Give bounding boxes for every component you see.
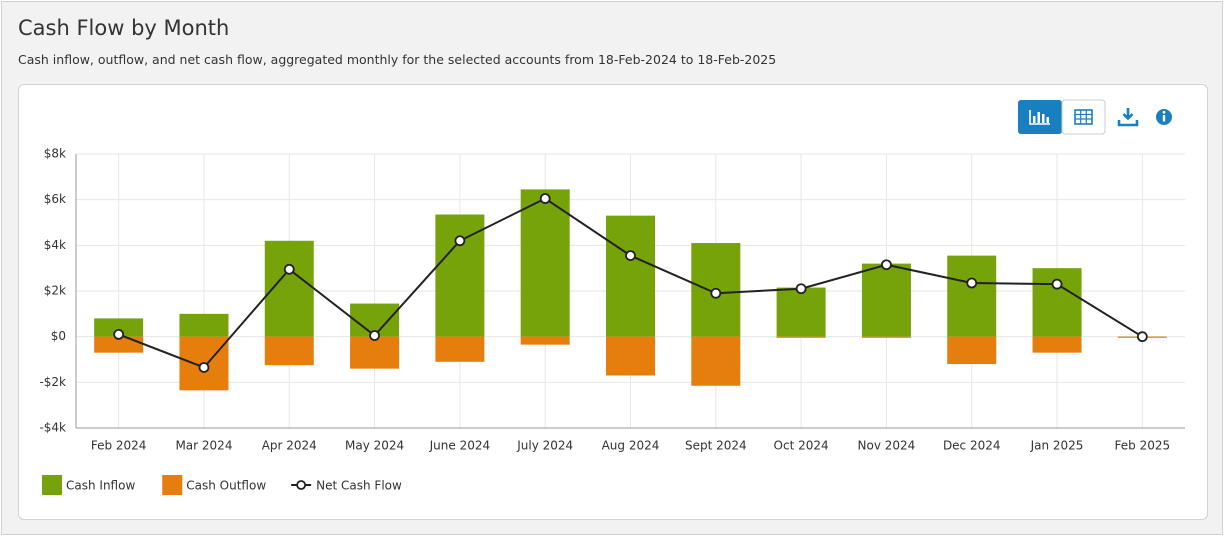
x-tick-label: Oct 2024 [774, 439, 829, 453]
line-marker [369, 330, 380, 341]
x-tick-label: Feb 2025 [1115, 439, 1171, 453]
bar [776, 287, 826, 337]
legend-label: Net Cash Flow [316, 479, 402, 493]
line-marker [1051, 278, 1063, 290]
bar [606, 215, 655, 337]
bar [520, 189, 570, 337]
line-marker [113, 328, 125, 340]
x-tick-label: Apr 2024 [262, 439, 317, 453]
x-tick-label: Aug 2024 [602, 439, 660, 453]
line-marker [198, 362, 210, 373]
x-tick-label: Jan 2025 [1030, 439, 1084, 453]
bar [606, 336, 655, 376]
x-tick-label: May 2024 [345, 439, 404, 453]
y-tick-label: $4k [44, 238, 66, 252]
legend-swatch [42, 475, 62, 495]
y-tick-label: $6k [44, 192, 66, 206]
line-marker [881, 259, 892, 271]
x-tick-label: June 2024 [429, 439, 491, 453]
legend-item: Cash Outflow [162, 475, 266, 495]
bar [947, 336, 997, 365]
legend-swatch [162, 475, 183, 495]
line-marker [795, 283, 807, 295]
y-tick-label: $8k [44, 147, 66, 161]
y-tick-label: -$4k [39, 421, 66, 435]
line-marker [966, 277, 978, 289]
bar [861, 336, 911, 338]
bar [179, 313, 229, 337]
bar [520, 336, 570, 345]
x-tick-label: Nov 2024 [858, 439, 916, 453]
bar [1032, 268, 1082, 337]
download-button[interactable] [1117, 108, 1139, 127]
y-tick-label: -$2k [39, 375, 66, 389]
line-marker [454, 235, 466, 247]
bar [350, 336, 400, 369]
x-tick-label: July 2024 [516, 439, 573, 453]
bar [861, 263, 911, 337]
line-marker [1136, 331, 1148, 343]
line-marker [539, 193, 551, 204]
bar [94, 336, 144, 353]
bar [947, 255, 997, 337]
info-button[interactable] [1156, 109, 1172, 125]
chart-title: Cash Flow by Month [18, 16, 230, 40]
line-marker [625, 250, 636, 262]
legend-item: Cash Inflow [42, 475, 135, 495]
bar [1032, 336, 1082, 353]
legend-label: Cash Outflow [186, 479, 266, 493]
bar [776, 336, 826, 338]
chart-view-button[interactable] [1018, 100, 1062, 134]
line-marker [710, 287, 722, 299]
legend-item: Net Cash Flow [291, 479, 402, 493]
x-tick-label: Dec 2024 [943, 439, 1001, 453]
y-tick-label: $0 [51, 329, 66, 343]
chart-subtitle: Cash inflow, outflow, and net cash flow,… [18, 52, 777, 67]
legend-swatch [296, 480, 307, 490]
x-tick-label: Mar 2024 [175, 439, 232, 453]
x-tick-label: Feb 2024 [91, 439, 147, 453]
bar [94, 318, 144, 337]
bar [435, 214, 485, 337]
legend-label: Cash Inflow [66, 479, 135, 493]
bar [435, 336, 485, 362]
x-tick-label: Sept 2024 [685, 439, 747, 453]
table-view-button[interactable] [1061, 99, 1106, 135]
y-tick-label: $2k [44, 284, 66, 298]
line-marker [283, 263, 295, 275]
chart-card [18, 84, 1208, 520]
bar [691, 336, 741, 386]
bar [264, 336, 314, 366]
